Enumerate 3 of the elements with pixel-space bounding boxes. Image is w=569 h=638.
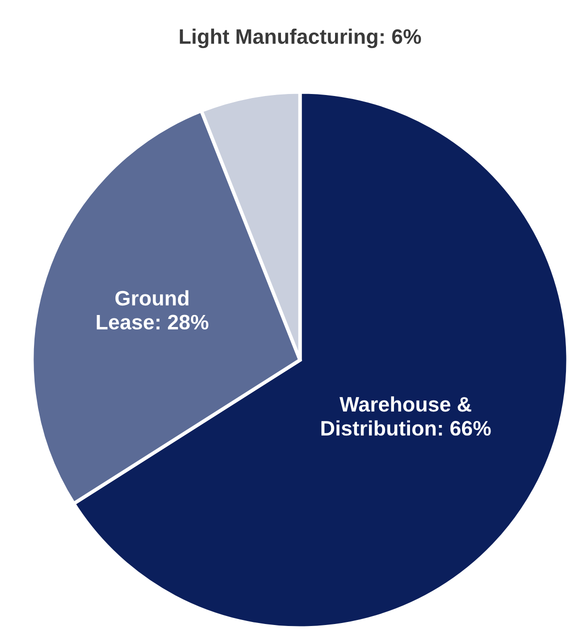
slice-label: Ground Lease: 28% [96, 290, 208, 330]
slice-label: Warehouse & Distribution: 66% [321, 396, 491, 436]
slice-label: Light Manufacturing: 6% [180, 28, 421, 48]
